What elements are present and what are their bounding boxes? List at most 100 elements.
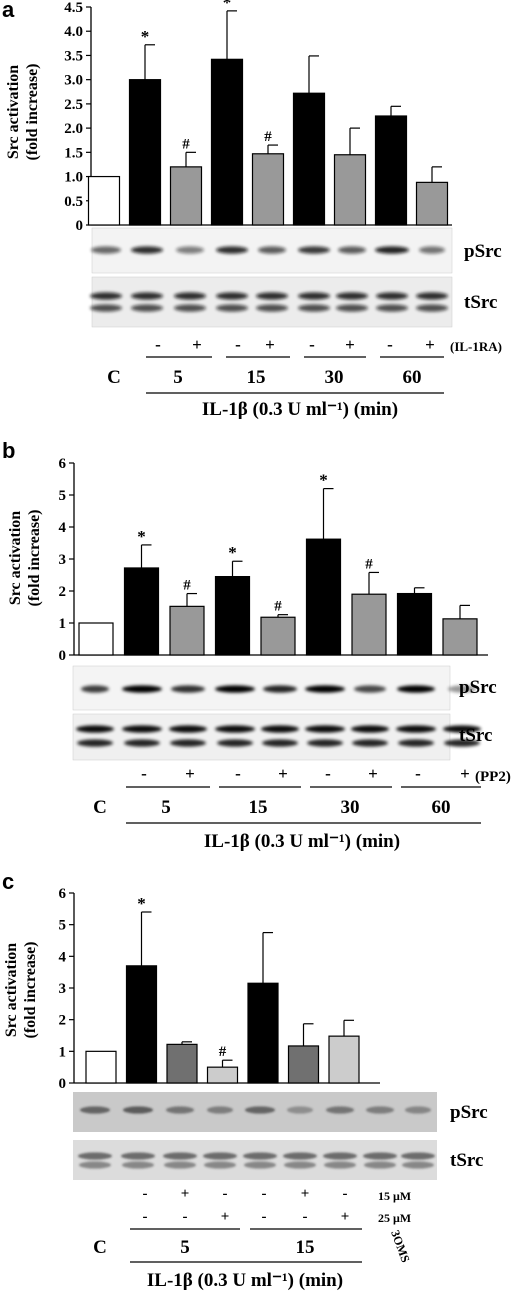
- panel-c-tsrc-band: [363, 1152, 397, 1160]
- panel-b-time-3: 60: [432, 797, 451, 818]
- panel-b-significance-mark: *: [228, 543, 237, 562]
- panel-c-treatment2-5: +: [341, 1209, 350, 1225]
- panel-b-treatment-2: -: [235, 764, 241, 783]
- panel-b-tsrc-band: [122, 725, 162, 733]
- panel-a-treatment-6: -: [387, 335, 393, 354]
- panel-a-y-tick-label: 4.0: [64, 24, 83, 40]
- panel-b-treatment-4: -: [325, 764, 331, 783]
- panel-b-tsrc-band: [352, 739, 388, 747]
- panel-a: a Src activation (fold increase) 0 0.5 1.0…: [2, 0, 502, 420]
- panel-c-control-label: C: [93, 1237, 107, 1258]
- panel-c-treatment1-5: -: [343, 1186, 348, 1202]
- panel-c-significance-mark: #: [219, 1044, 227, 1060]
- panel-c-tsrc-label: tSrc: [450, 1150, 483, 1171]
- panel-c-y-tick-label: 2: [59, 1013, 67, 1029]
- panel-a-psrc-band: [176, 246, 204, 254]
- panel-c-treatment2-3: -: [262, 1209, 267, 1225]
- panel-a-ylabel: Src activation (fold increase): [5, 63, 41, 160]
- panel-c-inhibitor-label: 3OMS: [388, 1228, 413, 1264]
- panel-a-time-labels: 5 15 30 60: [173, 367, 421, 388]
- panel-c-treatment2-1: -: [183, 1209, 188, 1225]
- panel-a-y-tick-label: 1.5: [64, 145, 83, 161]
- panel-b-y-tick-label: 0: [59, 648, 67, 664]
- panel-a-psrc-band: [131, 246, 163, 254]
- panel-a-treatment-row: - + - + - + - +: [155, 335, 435, 354]
- panel-c-y-tick-label: 4: [59, 949, 67, 965]
- panel-a-ylabel-line2: (fold increase): [24, 63, 41, 160]
- panel-c-tsrc-band: [203, 1152, 237, 1160]
- panel-a-tsrc-bands: [90, 292, 448, 312]
- panel-c-conc-15: 15 μM: [378, 1189, 411, 1203]
- panel-c-tsrc-band: [283, 1152, 317, 1160]
- panel-a-tsrc-band: [174, 292, 206, 300]
- panel-a-xlabel: IL-1β (0.3 U ml⁻¹) (min): [202, 399, 398, 420]
- panel-b-tsrc-band: [215, 725, 255, 733]
- panel-c-bar: [166, 1043, 198, 1084]
- panel-b-treatment-5: +: [368, 764, 378, 783]
- panel-c-tsrc-band: [323, 1152, 357, 1160]
- panel-c-conc-25: 25 μM: [378, 1211, 411, 1225]
- panel-a-tsrc-band: [256, 304, 288, 312]
- panel-b-significance-mark: #: [274, 599, 282, 615]
- panel-b-tsrc-band: [217, 739, 253, 747]
- panel-a-tsrc-band: [216, 292, 248, 300]
- panel-b-time-1: 15: [249, 797, 268, 818]
- panel-b-treatment-row: - + - + - + - +: [141, 764, 470, 783]
- panel-a-y-tick-label: 2.0: [64, 121, 83, 137]
- panel-a-psrc-band: [338, 246, 366, 254]
- panel-c-ylabel-line2: (fold increase): [22, 941, 39, 1038]
- panel-b-tsrc-band: [351, 725, 389, 733]
- panel-b-time-2: 30: [341, 797, 360, 818]
- panel-c-treatment1-4: +: [301, 1186, 310, 1202]
- panel-b-psrc-band: [81, 685, 109, 693]
- panel-b-tsrc-band: [170, 739, 206, 747]
- panel-b-significance-mark: #: [365, 556, 373, 572]
- panel-b-bar: [396, 592, 433, 656]
- panel-c-y-tick-label: 1: [59, 1044, 67, 1060]
- panel-a-tsrc-band: [298, 292, 330, 300]
- panel-c-psrc-band: [166, 1106, 194, 1114]
- panel-a-y-tick-label: 0: [76, 218, 84, 234]
- panel-a-bar-chart: 0 0.5 1.0 1.5 2.0 2.5 3.0 3.5 4.0 4.5 * # * #: [64, 0, 452, 234]
- panel-b-tsrc-band: [124, 739, 160, 747]
- panel-c-treatment2-4: -: [303, 1209, 308, 1225]
- panel-a-significance-mark: *: [141, 27, 150, 46]
- panel-a-treatment-7: +: [425, 335, 435, 354]
- panel-c-treatment1-2: -: [223, 1186, 228, 1202]
- panel-a-time-2: 30: [325, 367, 344, 388]
- panel-b: b Src activation (fold increase) 0 1 2 3 4 5 6…: [2, 438, 511, 852]
- panel-b-y-tick-label: 4: [59, 520, 67, 536]
- panel-b-tsrc-band: [169, 725, 207, 733]
- panel-a-y-tick-label: 1.0: [64, 170, 83, 186]
- panel-c-psrc-bands: [80, 1106, 431, 1114]
- panel-a-psrc-band: [419, 246, 445, 254]
- panel-b-y-tick-label: 2: [59, 584, 67, 600]
- panel-c-tsrc-band: [284, 1161, 316, 1169]
- panel-a-significance-mark: #: [264, 129, 272, 145]
- panel-a-tsrc-band: [376, 304, 408, 312]
- panel-b-tsrc-band: [443, 725, 481, 733]
- panel-c-tsrc-band: [121, 1152, 155, 1160]
- panel-b-tsrc-band: [396, 725, 436, 733]
- panel-a-y-tick-label: 3.0: [64, 73, 83, 89]
- panel-c-tsrc-band: [163, 1152, 197, 1160]
- panel-c-tsrc-band: [324, 1161, 356, 1169]
- panel-b-bar: [442, 618, 478, 656]
- panel-b-treatment-1: +: [185, 764, 195, 783]
- panel-c-time-1: 15: [296, 1237, 315, 1258]
- panel-b-y-tick-label: 5: [59, 488, 67, 504]
- panel-c-psrc-band: [245, 1106, 275, 1114]
- panel-c-letter: c: [2, 869, 14, 894]
- panel-c-tsrc-band: [401, 1152, 435, 1160]
- panel-c-treatment2-2: +: [221, 1209, 230, 1225]
- panel-a-time-3: 60: [403, 367, 422, 388]
- panel-b-time-labels: 5 15 30 60: [161, 797, 450, 818]
- panel-c-bar: [206, 1066, 239, 1084]
- panel-a-tsrc-band: [90, 304, 122, 312]
- panel-b-psrc-band: [263, 685, 297, 693]
- panel-a-tsrc-band: [376, 292, 408, 300]
- panel-b-xlabel: IL-1β (0.3 U ml⁻¹) (min): [204, 831, 400, 852]
- panel-c-treatment-row-1: - + - - + -: [143, 1186, 348, 1202]
- panel-a-tsrc-band: [131, 304, 163, 312]
